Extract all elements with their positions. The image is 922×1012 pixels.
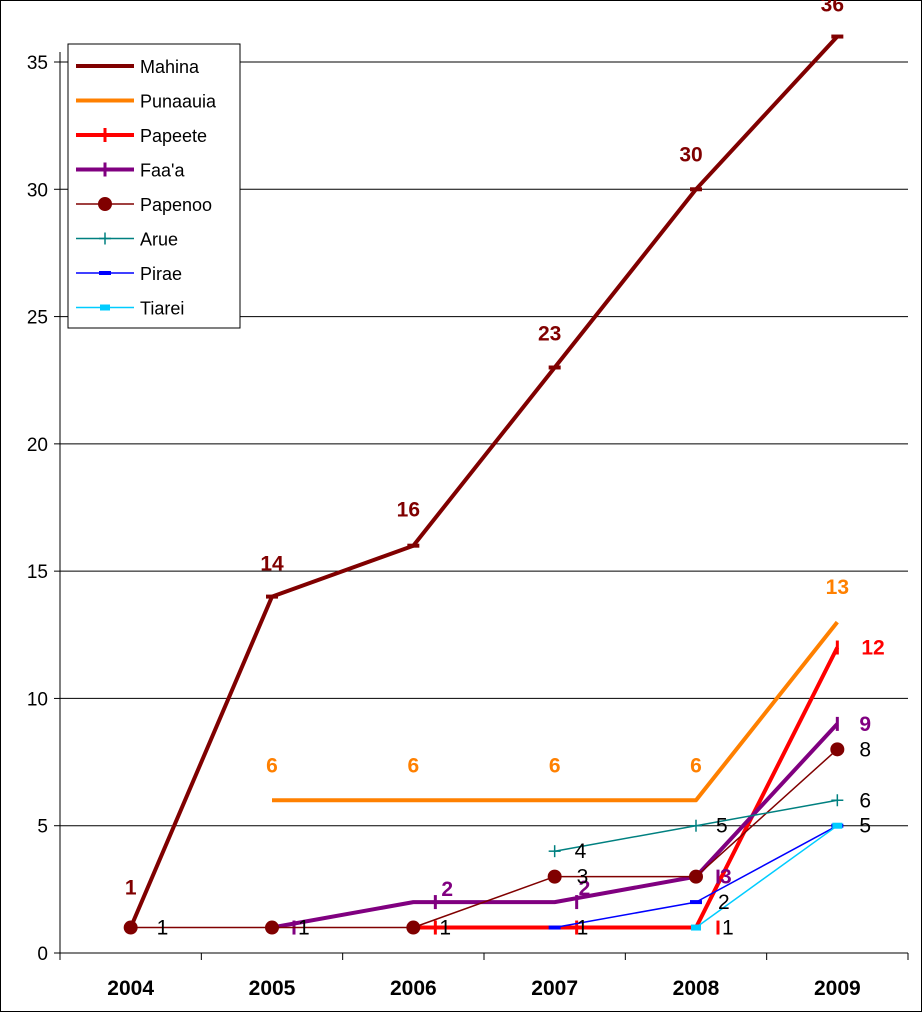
x-tick-label: 2008 (673, 977, 720, 1000)
data-label: 16 (397, 499, 420, 522)
legend-label: Arue (140, 230, 178, 250)
marker-circle (689, 869, 703, 884)
series-group (123, 34, 845, 935)
data-label: 3 (720, 866, 732, 889)
data-label: 6 (690, 754, 702, 777)
series-punaauia (272, 620, 839, 803)
data-label: 14 (260, 553, 284, 576)
data-label: 1 (577, 917, 589, 940)
data-label: 36 (821, 0, 844, 17)
data-label: 6 (549, 754, 561, 777)
marker-circle (547, 869, 562, 884)
series-line (128, 35, 839, 929)
marker-circle (123, 920, 138, 935)
legend: Mahina Punaauia Papeete Faa'a Papenoo Arue Pir… (67, 43, 241, 329)
x-tick-label: 2004 (107, 977, 154, 1000)
data-label: 23 (538, 322, 561, 345)
data-label: 6 (859, 789, 871, 812)
data-label: 1 (722, 917, 734, 940)
data-label: 5 (716, 815, 728, 838)
series-line (271, 722, 839, 930)
data-label: 5 (859, 815, 871, 838)
series-tiarei (691, 822, 843, 931)
x-tick-label: 2007 (531, 977, 578, 1000)
data-label: 4 (575, 840, 587, 863)
marker-circle (265, 920, 279, 935)
legend-label: Mahina (140, 57, 200, 77)
x-tick-label: 2005 (249, 977, 296, 1000)
y-tick-label: 20 (27, 435, 48, 456)
legend-item: Arue (76, 230, 178, 250)
series-papeete (413, 640, 840, 935)
y-tick-label: 10 (27, 689, 48, 710)
marker-square (691, 924, 701, 931)
legend-item: Mahina (76, 57, 200, 77)
y-tick-label: 5 (37, 817, 48, 838)
marker-circle (406, 920, 421, 935)
data-label: 2 (718, 891, 730, 914)
series-faaa (271, 716, 839, 935)
series-line (413, 646, 840, 930)
y-tick-label: 0 (37, 944, 48, 965)
y-tick-label: 25 (27, 308, 48, 329)
y-tick-label: 30 (27, 180, 48, 201)
marker-square (100, 304, 110, 311)
legend-item: Pirae (76, 264, 182, 284)
legend-box (67, 43, 241, 329)
data-label: 1 (125, 877, 137, 900)
marker-circle (98, 197, 112, 211)
legend-label: Punaauia (140, 92, 217, 112)
data-label: 3 (577, 866, 589, 889)
series-arue (548, 794, 844, 858)
legend-label: Faa'a (140, 161, 185, 181)
data-label: 6 (407, 754, 419, 777)
legend-label: Pirae (140, 264, 182, 284)
data-label: 1 (157, 917, 169, 940)
legend-item: Faa'a (76, 161, 185, 181)
legend-item: Punaauia (76, 92, 217, 112)
legend-item: Papeete (76, 126, 207, 146)
legend-item: Tiarei (76, 299, 184, 319)
data-label: 12 (861, 637, 884, 660)
data-label: 1 (439, 917, 451, 940)
series-line (272, 620, 839, 803)
data-label: 30 (679, 143, 702, 166)
x-tick-label: 2006 (390, 977, 437, 1000)
data-label: 9 (859, 713, 871, 736)
legend-item: Papenoo (76, 195, 212, 215)
x-tick-label: 2009 (814, 977, 861, 1000)
y-tick-label: 15 (27, 562, 48, 583)
marker-square (832, 822, 843, 829)
data-label: 8 (859, 738, 871, 761)
marker-circle (830, 742, 845, 757)
data-label: 2 (579, 877, 591, 900)
data-label: 13 (826, 576, 849, 599)
data-label: 2 (441, 878, 453, 901)
series-line (130, 748, 838, 929)
series-line (695, 825, 838, 929)
legend-label: Papeete (140, 126, 207, 146)
data-label: 1 (298, 917, 310, 940)
y-tick-label: 35 (27, 53, 48, 74)
series-papenoo (123, 742, 845, 935)
legend-label: Papenoo (140, 195, 212, 215)
legend-label: Tiarei (140, 299, 184, 319)
data-label: 6 (266, 754, 278, 777)
